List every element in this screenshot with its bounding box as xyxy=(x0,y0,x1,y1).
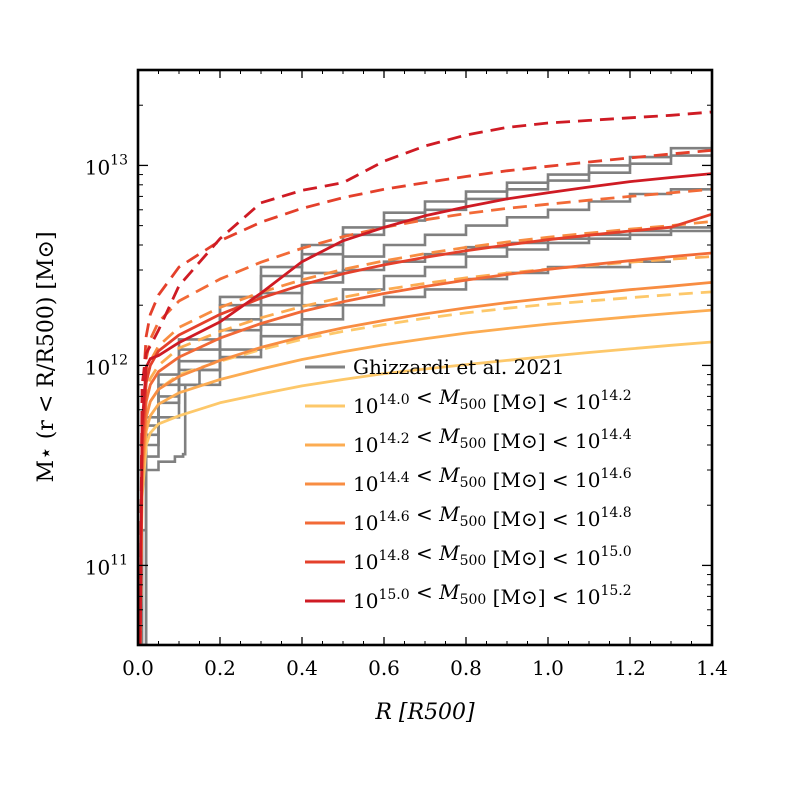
series-line-1-solid xyxy=(138,340,712,645)
legend-label-3: 1014.2 < M500 [M⊙] < 1014.4 xyxy=(353,424,632,457)
legend: Ghizzardi et al. 2021 1014.0 < M500 [M⊙] … xyxy=(305,355,632,613)
plot-curves xyxy=(138,110,712,645)
legend-label-2: 1014.0 < M500 [M⊙] < 1014.2 xyxy=(353,385,632,418)
x-tick-label: 1.2 xyxy=(614,656,646,680)
legend-label-1: Ghizzardi et al. 2021 xyxy=(353,355,565,379)
legend-label-4: 1014.4 < M500 [M⊙] < 1014.6 xyxy=(353,463,632,496)
series-line-6-dashed xyxy=(138,220,712,645)
observed-profile-6 xyxy=(140,140,712,645)
x-tick-label: 0.4 xyxy=(286,656,318,680)
x-tick-label: 0.8 xyxy=(450,656,482,680)
series-line-3-solid xyxy=(138,308,712,645)
y-tick-label: 1011 xyxy=(85,552,128,579)
series-line-8-dashed xyxy=(138,187,712,645)
y-tick-label: 1013 xyxy=(85,152,128,179)
series-line-9-solid xyxy=(138,212,712,645)
series-line-5-solid xyxy=(138,281,712,645)
x-tick-label: 0.6 xyxy=(368,656,400,680)
x-axis-ticks: 0.0 0.2 0.4 0.6 0.8 1.0 1.2 1.4 xyxy=(122,70,728,680)
legend-label-5: 1014.6 < M500 [M⊙] < 1014.8 xyxy=(353,502,632,535)
x-tick-label: 0.2 xyxy=(204,656,236,680)
plot-frame xyxy=(136,68,714,647)
x-tick-label: 0.0 xyxy=(122,656,154,680)
x-tick-label: 1.4 xyxy=(696,656,728,680)
x-axis-label: R [R500] xyxy=(374,700,475,725)
series-line-7-solid xyxy=(138,251,712,645)
legend-label-7: 1015.0 < M500 [M⊙] < 1015.2 xyxy=(353,580,632,613)
series-line-10-dashed xyxy=(138,148,712,645)
series-line-11-solid xyxy=(138,172,712,645)
series-line-12-dashed xyxy=(138,110,712,645)
x-tick-label: 1.0 xyxy=(532,656,564,680)
y-tick-label: 1012 xyxy=(85,352,128,379)
observed-profile-2 xyxy=(140,227,712,645)
y-axis-label: M⋆ (r < R/R500) [M⊙] xyxy=(34,231,59,482)
legend-label-6: 1014.8 < M500 [M⊙] < 1015.0 xyxy=(353,541,632,574)
